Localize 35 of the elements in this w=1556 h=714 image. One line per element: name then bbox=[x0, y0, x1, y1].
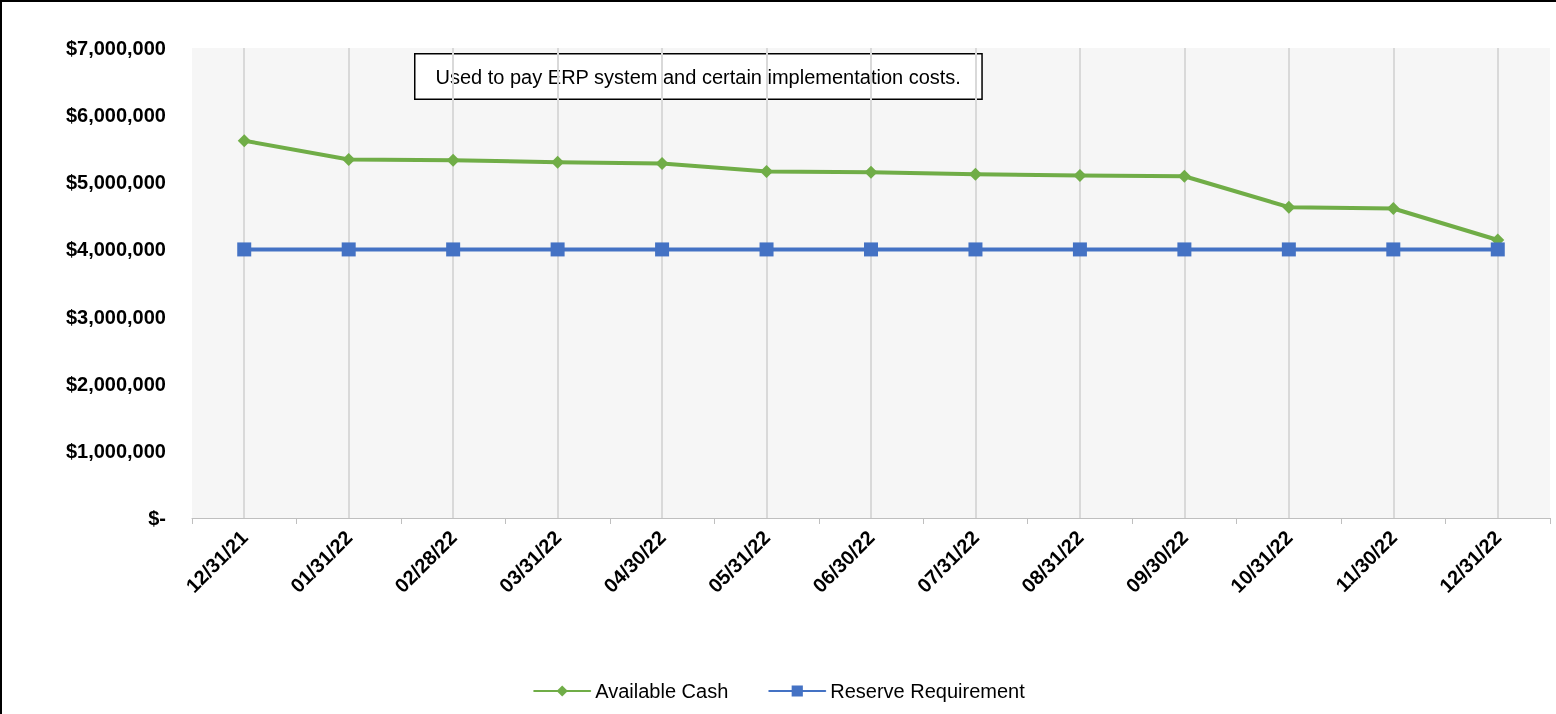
point bbox=[864, 165, 878, 179]
legend-label: Available Cash bbox=[595, 680, 729, 702]
point bbox=[1073, 169, 1087, 183]
point bbox=[1386, 242, 1401, 257]
point bbox=[237, 242, 252, 257]
y-tick-label: $5,000,000 bbox=[65, 171, 166, 194]
point bbox=[1281, 242, 1296, 257]
point bbox=[551, 155, 565, 169]
point bbox=[342, 152, 356, 166]
point bbox=[655, 242, 670, 257]
y-tick-label: $2,000,000 bbox=[65, 372, 166, 395]
point bbox=[968, 242, 983, 257]
y-tick-label: $3,000,000 bbox=[65, 305, 166, 328]
point bbox=[1282, 200, 1296, 214]
y-tick-label: $7,000,000 bbox=[65, 37, 166, 59]
y-tick-label: $- bbox=[148, 507, 166, 529]
point bbox=[759, 242, 774, 257]
point bbox=[1490, 242, 1505, 257]
point bbox=[237, 134, 251, 148]
point bbox=[968, 167, 982, 181]
point bbox=[446, 242, 461, 257]
point bbox=[760, 165, 774, 179]
y-tick-label: $4,000,000 bbox=[65, 238, 166, 261]
y-tick-label: $1,000,000 bbox=[65, 439, 166, 462]
point bbox=[864, 242, 878, 257]
point bbox=[1177, 242, 1192, 257]
point bbox=[1386, 201, 1400, 215]
point bbox=[550, 242, 565, 257]
point bbox=[1177, 169, 1191, 183]
point bbox=[1072, 242, 1087, 257]
point bbox=[341, 242, 356, 257]
point bbox=[446, 153, 460, 167]
y-tick-label: $6,000,000 bbox=[65, 104, 166, 127]
point bbox=[655, 156, 669, 170]
legend-label: Reserve Requirement bbox=[830, 680, 1026, 702]
